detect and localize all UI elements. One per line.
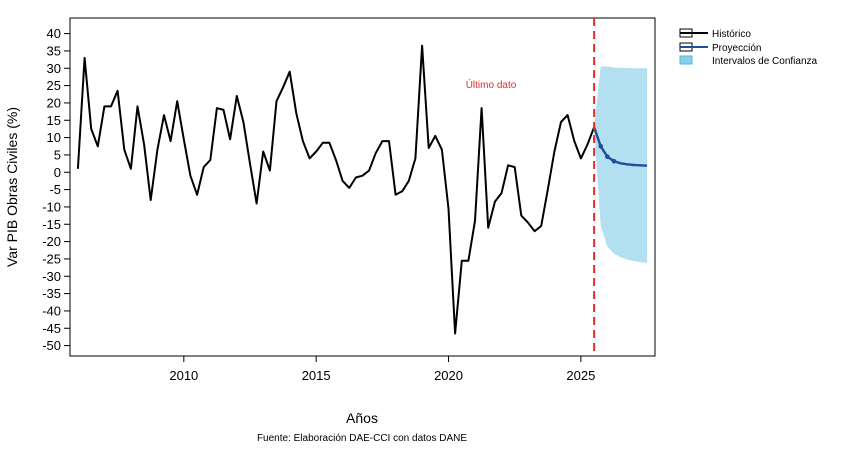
legend-label-historico: Histórico [712, 29, 751, 40]
y-tick-label: -45 [42, 321, 61, 336]
y-tick-label: 25 [47, 78, 61, 93]
y-tick-label: 10 [47, 130, 61, 145]
x-axis: 2010 2015 2020 2025 [169, 356, 595, 383]
source-note: Fuente: Elaboración DAE-CCI con datos DA… [257, 433, 467, 444]
x-tick-label: 2015 [302, 368, 331, 383]
y-tick-label: -30 [42, 269, 61, 284]
y-tick-label: 15 [47, 113, 61, 128]
x-tick-label: 2025 [566, 368, 595, 383]
plot-frame [69, 17, 656, 357]
data-point-proyeccion [611, 158, 617, 164]
y-axis: -50-45-40-35-30-25-20-15-10-505101520253… [42, 26, 70, 353]
legend-swatch-intervalos [679, 55, 693, 65]
y-tick-label: 30 [47, 61, 61, 76]
series-layer [76, 44, 648, 335]
y-tick-label: 0 [54, 165, 61, 180]
confidence-interval-layer [594, 66, 648, 264]
data-point-proyeccion [605, 154, 610, 159]
y-tick-label: -50 [42, 338, 61, 353]
legend: Histórico Proyección Intervalos de Confi… [679, 28, 818, 67]
y-tick-label: 35 [47, 43, 61, 58]
legend-item-historico: Histórico [679, 28, 751, 40]
confidence-interval-band [594, 66, 648, 264]
y-tick-label: 20 [47, 95, 61, 110]
data-point-proyeccion [598, 144, 603, 149]
y-tick-label: -20 [42, 234, 61, 249]
series-line-proyeccion [592, 126, 648, 167]
y-tick-label: -40 [42, 303, 61, 318]
y-axis-label: Var PIB Obras Civiles (%) [4, 107, 20, 267]
x-axis-label: Años [346, 410, 378, 426]
x-tick-label: 2010 [169, 368, 198, 383]
legend-label-proyeccion: Proyección [712, 43, 761, 54]
legend-label-intervalos: Intervalos de Confianza [712, 56, 818, 67]
y-tick-label: -35 [42, 286, 61, 301]
y-tick-label: 5 [54, 147, 61, 162]
legend-item-intervalos: Intervalos de Confianza [679, 55, 818, 67]
x-tick-label: 2020 [434, 368, 463, 383]
y-tick-label: 40 [47, 26, 61, 41]
y-tick-label: -10 [42, 199, 61, 214]
legend-item-proyeccion: Proyección [679, 42, 761, 54]
y-tick-label: -15 [42, 217, 61, 232]
series-line-historico [76, 44, 596, 335]
y-tick-label: -5 [49, 182, 61, 197]
y-tick-label: -25 [42, 251, 61, 266]
annotation-last-data: Último dato [466, 78, 517, 91]
